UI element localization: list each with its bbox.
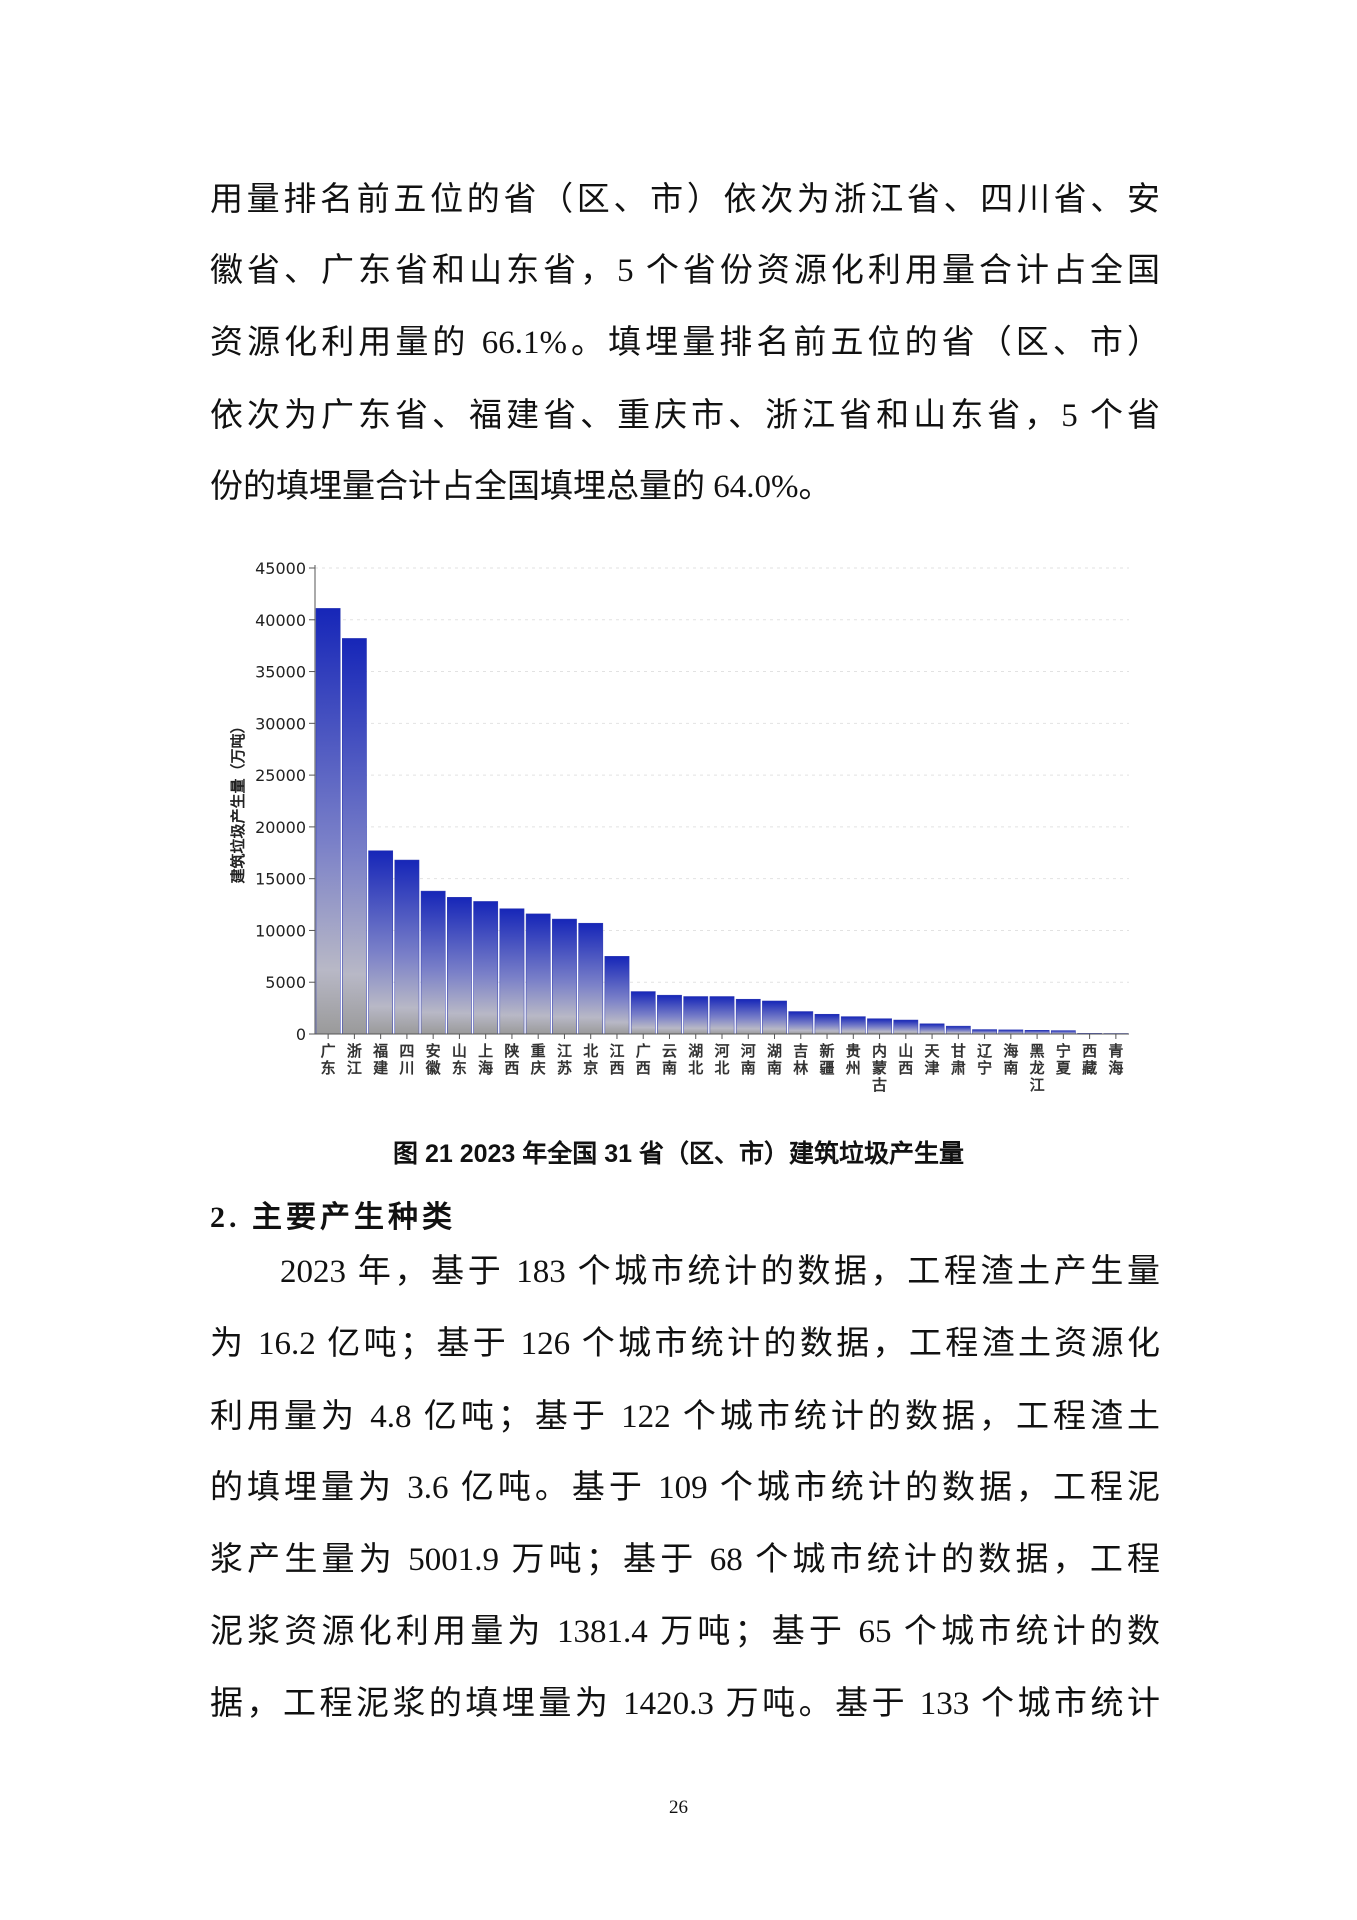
bar-安徽: [420, 890, 446, 1035]
x-tick-label: 福建: [372, 1042, 389, 1077]
section-heading: 2. 主要产生种类: [210, 1201, 456, 1234]
y-tick-label: 0: [296, 1025, 306, 1044]
bar-上海: [473, 901, 499, 1035]
x-tick-label: 江西: [609, 1042, 624, 1077]
paragraph-line: 浆产生量为 5001.9 万吨；基于 68 个城市统计的数据，工程: [210, 1542, 1160, 1578]
x-tick-label: 广西: [636, 1042, 651, 1077]
bar-湖北: [683, 996, 709, 1035]
x-tick-label: 浙江: [347, 1042, 362, 1077]
bar-chart: 0 5000 10000 15000 20000 25000 30000 35000 40000…: [229, 559, 1129, 1094]
x-tick-label: 北京: [583, 1042, 598, 1077]
x-tick-label: 山西: [898, 1042, 913, 1077]
y-tick-label: 40000: [255, 611, 306, 630]
x-tick-label: 新疆: [820, 1042, 835, 1077]
x-tick-label: 四川: [398, 1042, 414, 1077]
bar-重庆: [525, 913, 551, 1035]
x-tick-label: 内蒙古: [872, 1042, 887, 1094]
x-tick-label: 黑龙江: [1029, 1042, 1045, 1094]
bar-广东: [315, 608, 341, 1035]
x-tick-label: 西藏: [1082, 1042, 1097, 1077]
x-tick-label: 河南: [741, 1042, 756, 1077]
y-tick-label: 20000: [255, 818, 306, 837]
bar-云南: [657, 994, 682, 1035]
bar-贵州: [840, 1016, 866, 1035]
bar-江西: [604, 956, 630, 1035]
bar-新疆: [814, 1013, 840, 1035]
x-tick-label: 广东: [321, 1042, 336, 1077]
x-tick-label: 湖南: [767, 1042, 782, 1077]
figure-caption: 图 21 2023 年全国 31 省（区、市）建筑垃圾产生量: [393, 1140, 964, 1168]
page-number: 26: [669, 1797, 688, 1818]
bar-河南: [735, 998, 761, 1035]
bar-甘肃: [945, 1025, 971, 1035]
y-tick-label: 30000: [255, 714, 306, 733]
bar-河北: [709, 996, 735, 1035]
x-tick-label: 湖北: [688, 1042, 703, 1077]
x-tick-label: 贵州: [845, 1042, 861, 1077]
x-tick-label: 青海: [1108, 1042, 1123, 1077]
bar-北京: [578, 922, 604, 1035]
paragraph-line: 的填埋量为 3.6 亿吨。基于 109 个城市统计的数据，工程泥: [210, 1470, 1160, 1506]
x-tick-label: 天津: [925, 1042, 941, 1077]
y-tick-label: 5000: [265, 973, 306, 992]
paragraph-line: 用量排名前五位的省（区、市）依次为浙江省、四川省、安: [210, 182, 1160, 218]
y-tick-label: 45000: [255, 559, 306, 578]
paragraph-line: 泥浆资源化利用量为 1381.4 万吨；基于 65 个城市统计的数: [210, 1614, 1160, 1650]
x-tick-label: 云南: [662, 1042, 677, 1077]
bar-天津: [919, 1023, 945, 1035]
x-tick-label: 海南: [1003, 1042, 1018, 1077]
y-axis-title: 建筑垃圾产生量（万吨）: [229, 718, 247, 883]
bar-宁夏: [1050, 1030, 1076, 1035]
x-tick-label: 陕西: [504, 1042, 519, 1077]
x-tick-label: 山东: [452, 1042, 467, 1077]
bar-四川: [394, 859, 420, 1035]
x-tick-label: 上海: [478, 1042, 493, 1077]
y-tick-label: 15000: [255, 870, 306, 889]
bar-黑龙江: [1024, 1030, 1050, 1035]
paragraph-line: 资源化利用量的 66.1%。填埋量排名前五位的省（区、市）: [210, 325, 1160, 361]
y-tick-label: 25000: [255, 766, 306, 785]
x-tick-label: 重庆: [531, 1042, 546, 1077]
bar-内蒙古: [867, 1018, 892, 1035]
x-tick-label: 安徽: [425, 1042, 442, 1077]
x-tick-label: 宁夏: [1055, 1042, 1072, 1077]
x-tick-label: 甘肃: [951, 1042, 966, 1077]
bar-山东: [447, 897, 472, 1035]
y-tick-label: 10000: [255, 921, 306, 940]
bar-山西: [893, 1019, 919, 1035]
bar-江苏: [552, 918, 577, 1035]
paragraph-line: 依次为广东省、福建省、重庆市、浙江省和山东省，5 个省: [210, 398, 1160, 434]
bar-湖南: [762, 1000, 787, 1035]
bar-辽宁: [972, 1029, 997, 1035]
paragraph-line: 徽省、广东省和山东省，5 个省份资源化利用量合计占全国: [210, 253, 1160, 289]
paragraph-line: 份的填埋量合计占全国填埋总量的 64.0%。: [210, 469, 832, 505]
y-tick-label: 35000: [255, 663, 306, 682]
paragraph-line: 据，工程泥浆的填埋量为 1420.3 万吨。基于 133 个城市统计: [210, 1686, 1160, 1722]
bar-陕西: [499, 908, 525, 1035]
bar-吉林: [788, 1011, 814, 1035]
bar-福建: [368, 850, 394, 1035]
bar-广西: [630, 991, 656, 1035]
x-tick-label: 河北: [714, 1042, 729, 1077]
bar-浙江: [342, 638, 367, 1035]
paragraph-line: 利用量为 4.8 亿吨；基于 122 个城市统计的数据，工程渣土: [210, 1399, 1160, 1435]
paragraph-line: 为 16.2 亿吨；基于 126 个城市统计的数据，工程渣土资源化: [210, 1326, 1160, 1362]
bar-海南: [998, 1029, 1024, 1035]
x-tick-label: 辽宁: [977, 1042, 992, 1077]
x-tick-label: 江苏: [557, 1042, 572, 1077]
x-tick-label: 吉林: [793, 1042, 809, 1077]
paragraph-line: 2023 年，基于 183 个城市统计的数据，工程渣土产生量: [280, 1254, 1160, 1290]
